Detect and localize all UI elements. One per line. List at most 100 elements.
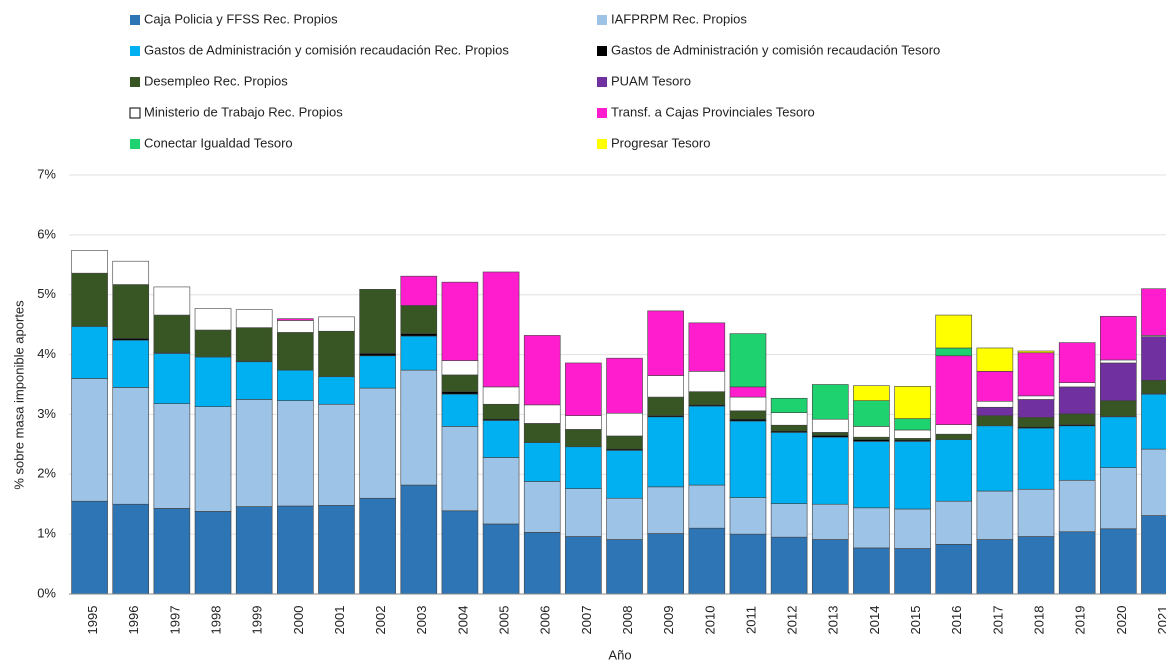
bar-segment bbox=[770, 536, 808, 595]
bar-segment bbox=[277, 369, 314, 401]
legend-swatch bbox=[597, 15, 607, 25]
x-tick-label: 2005 bbox=[497, 606, 512, 635]
bar-segment bbox=[688, 527, 726, 595]
bar-segment bbox=[1058, 413, 1096, 425]
y-tick-label: 6% bbox=[37, 226, 56, 241]
x-tick-label: 2009 bbox=[661, 606, 676, 635]
bar-segment bbox=[894, 441, 931, 510]
x-tick-label: 2017 bbox=[990, 606, 1005, 635]
bar-segment bbox=[400, 484, 438, 595]
legend-swatch bbox=[597, 46, 607, 56]
bar-segment bbox=[811, 436, 849, 505]
bar-segment bbox=[894, 418, 931, 431]
bar-segment bbox=[194, 356, 232, 407]
x-tick-label: 2018 bbox=[1031, 606, 1046, 635]
bar-segment bbox=[688, 484, 726, 529]
bar-segment bbox=[71, 250, 108, 274]
bar-segment bbox=[976, 400, 1014, 408]
legend-label: Desempleo Rec. Propios bbox=[144, 73, 288, 88]
bar-segment bbox=[976, 347, 1014, 372]
bar-segment bbox=[441, 426, 479, 512]
x-tick-label: 2020 bbox=[1114, 606, 1129, 635]
y-tick-label: 2% bbox=[37, 466, 56, 481]
bar-segment bbox=[482, 386, 520, 405]
x-tick-label: 1997 bbox=[167, 606, 182, 635]
bar-segment bbox=[853, 426, 890, 438]
legend-swatch bbox=[597, 108, 607, 118]
bar-segment bbox=[153, 314, 191, 354]
legend-swatch bbox=[130, 46, 140, 56]
bar-segment bbox=[1017, 395, 1055, 400]
x-tick-label: 1998 bbox=[208, 606, 223, 635]
bar-segment bbox=[112, 260, 150, 285]
bar-segment bbox=[935, 433, 973, 440]
bar-segment bbox=[811, 539, 849, 595]
bar-segment bbox=[71, 326, 108, 379]
x-tick-label: 2015 bbox=[908, 606, 923, 635]
bar-segment bbox=[482, 523, 520, 595]
y-axis-label: % sobre masa imponible aportes bbox=[11, 300, 26, 490]
x-tick-label: 2006 bbox=[538, 606, 553, 635]
bar-segment bbox=[935, 424, 973, 435]
bar-segment bbox=[853, 547, 890, 595]
x-tick-label: 1999 bbox=[250, 606, 265, 635]
y-tick-label: 7% bbox=[37, 166, 56, 181]
bar-segment bbox=[1058, 342, 1096, 384]
x-axis-label: Año bbox=[608, 647, 631, 662]
bar-segment bbox=[441, 360, 479, 376]
bar-segment bbox=[359, 497, 396, 595]
bar-segment bbox=[277, 320, 314, 333]
bar-segment bbox=[688, 391, 726, 406]
x-tick-label: 2002 bbox=[373, 606, 388, 635]
legend-swatch bbox=[129, 107, 141, 119]
bar-segment bbox=[1017, 417, 1055, 428]
bar-segment bbox=[976, 539, 1014, 595]
bar-segment bbox=[565, 446, 602, 489]
bar-segment bbox=[606, 357, 643, 414]
x-tick-label: 2014 bbox=[867, 606, 882, 635]
x-tick-label: 2007 bbox=[579, 606, 594, 635]
bar-segment bbox=[194, 406, 232, 512]
bar-segment bbox=[1100, 467, 1137, 530]
bar-segment bbox=[277, 400, 314, 507]
y-tick-label: 1% bbox=[37, 526, 56, 541]
bar-segment bbox=[194, 329, 232, 358]
bar-segment bbox=[976, 490, 1014, 540]
bar-segment bbox=[1058, 425, 1096, 481]
bar-segment bbox=[1058, 531, 1096, 595]
bar-segment bbox=[647, 310, 684, 376]
bar-segment bbox=[1017, 399, 1055, 418]
y-tick-label: 4% bbox=[37, 346, 56, 361]
x-tick-label: 2013 bbox=[826, 606, 841, 635]
bar-segment bbox=[729, 497, 767, 535]
bar-segment bbox=[565, 415, 602, 430]
bar-segment bbox=[976, 371, 1014, 402]
bar-segment bbox=[935, 439, 973, 502]
x-tick-label: 2004 bbox=[455, 606, 470, 635]
bar-segment bbox=[71, 500, 108, 595]
bar-segment bbox=[1058, 479, 1096, 533]
bar-segment bbox=[647, 533, 684, 595]
bar-segment bbox=[235, 361, 273, 400]
bar-segment bbox=[935, 355, 973, 425]
bar-segment bbox=[194, 308, 232, 331]
bar-segment bbox=[729, 410, 767, 420]
x-tick-label: 2000 bbox=[291, 606, 306, 635]
bar-segment bbox=[1017, 352, 1055, 397]
bar-segment bbox=[235, 309, 273, 328]
bar-segment bbox=[112, 387, 150, 505]
x-tick-label: 2011 bbox=[743, 606, 758, 634]
bar-segment bbox=[688, 371, 726, 392]
bar-segment bbox=[606, 412, 643, 437]
legend-label: Caja Policia y FFSS Rec. Propios bbox=[144, 11, 338, 26]
bar-segment bbox=[606, 435, 643, 450]
bar-segment bbox=[565, 429, 602, 448]
bar-segment bbox=[565, 536, 602, 595]
x-tick-label: 2012 bbox=[785, 606, 800, 635]
bar-segment bbox=[853, 507, 890, 549]
bar-segment bbox=[318, 376, 355, 405]
bar-segment bbox=[894, 548, 931, 595]
bar-segment bbox=[976, 415, 1014, 427]
bar-segment bbox=[1017, 427, 1055, 490]
bar-segment bbox=[729, 396, 767, 412]
